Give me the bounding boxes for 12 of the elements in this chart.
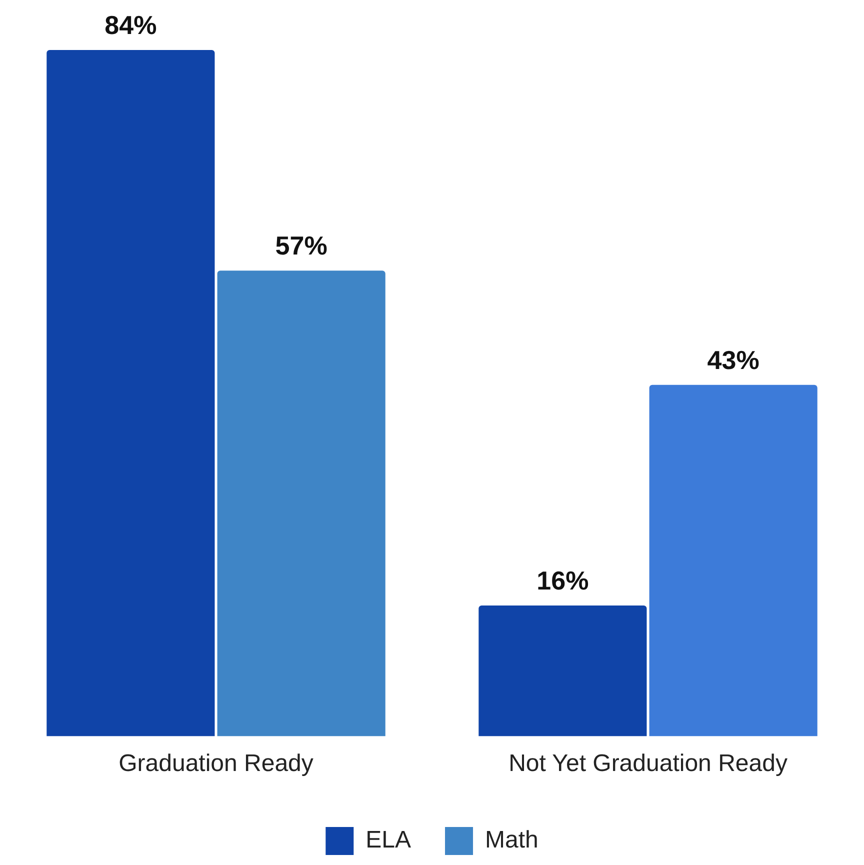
legend-label: ELA xyxy=(366,826,412,854)
x-tick-label: Graduation Ready xyxy=(118,750,314,778)
bar xyxy=(649,384,818,736)
x-tick-label: Not Yet Graduation Ready xyxy=(508,750,788,778)
bar xyxy=(217,270,386,736)
bar xyxy=(478,605,647,736)
data-label: 57% xyxy=(275,230,328,261)
bar xyxy=(46,50,215,736)
data-label: 43% xyxy=(707,345,760,376)
data-label: 16% xyxy=(536,566,589,596)
legend-label: Math xyxy=(485,826,538,854)
data-label: 84% xyxy=(104,10,157,40)
